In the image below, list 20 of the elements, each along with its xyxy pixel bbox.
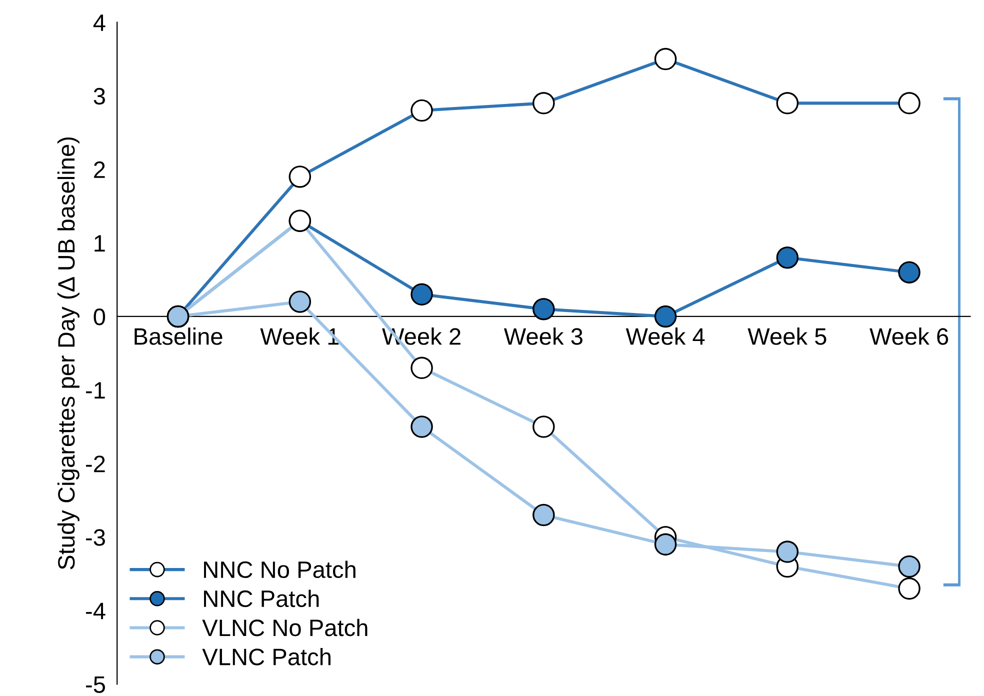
y-tick-label: -3 [86, 529, 105, 546]
y-tick-label: -4 [86, 602, 106, 620]
y-tick-label: 2 [94, 161, 105, 178]
y-tick-label: 0 [94, 308, 106, 326]
legend-label: NNC Patch [204, 590, 319, 608]
legend-label: NNC No Patch [204, 560, 356, 578]
y-tick-label: -2 [86, 456, 105, 472]
legend-label: VLNC No Patch [202, 618, 368, 636]
y-tick-label: 4 [93, 14, 106, 31]
y-tick-label: -5 [86, 676, 105, 693]
x-tick-label: Week 3 [504, 328, 582, 345]
y-tick-label: 3 [94, 88, 105, 105]
legend-label: VLNC Patch [202, 648, 330, 666]
y-tick-label: 1 [94, 235, 105, 252]
y-axis-title: Study Cigarettes per Day (Δ UB baseline) [57, 137, 80, 570]
x-tick-label: Week 6 [870, 328, 948, 345]
x-tick-label: Baseline [134, 328, 222, 345]
x-tick-label: Week 5 [748, 328, 826, 345]
y-tick-label: -1 [86, 382, 105, 399]
x-tick-label: Week 4 [626, 328, 705, 345]
